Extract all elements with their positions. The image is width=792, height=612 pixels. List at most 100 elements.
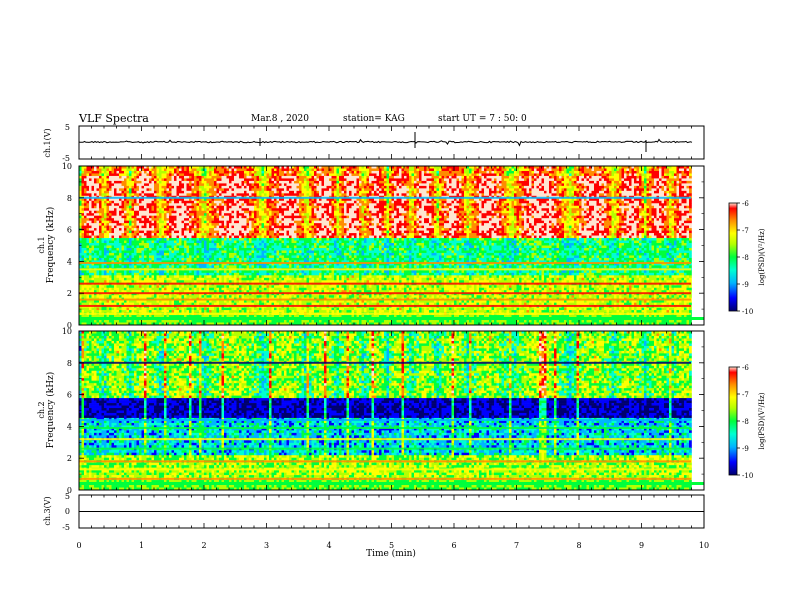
spectrogram-cell xyxy=(194,231,197,234)
spectrogram-cell xyxy=(222,201,225,204)
spectrogram-cell xyxy=(239,201,242,204)
spectrogram-cell xyxy=(224,216,227,219)
spectrogram-cell xyxy=(164,255,167,258)
spectrogram-cell xyxy=(112,278,115,281)
spectrogram-cell xyxy=(142,201,145,204)
spectrogram-cell xyxy=(87,275,90,278)
spectrogram-cell xyxy=(152,206,155,209)
spectrogram-cell xyxy=(224,241,227,244)
spectrogram-cell xyxy=(222,176,225,179)
spectrogram-cell xyxy=(112,188,115,191)
spectrogram-cell xyxy=(174,193,177,196)
spectrogram-cell xyxy=(139,178,142,181)
spectrogram-cell xyxy=(204,218,207,221)
spectrogram-cell xyxy=(234,310,237,313)
spectrogram-cell xyxy=(194,206,197,209)
spectrogram-cell xyxy=(259,193,262,196)
spectrogram-cell xyxy=(189,226,192,229)
spectrogram-cell xyxy=(242,265,245,268)
spectrogram-cell xyxy=(142,191,145,194)
spectrogram-cell xyxy=(224,183,227,186)
spectrogram-cell xyxy=(209,285,212,288)
spectrogram-cell xyxy=(234,218,237,221)
spectrogram-cell xyxy=(204,253,207,256)
spectrogram-cell xyxy=(129,211,132,214)
spectrogram-cell xyxy=(124,280,127,283)
spectrogram-cell xyxy=(267,176,270,179)
spectrogram-cell xyxy=(239,211,242,214)
spectrogram-cell xyxy=(247,193,250,196)
spectrogram-cell xyxy=(92,218,95,221)
spectrogram-cell xyxy=(264,246,267,249)
spectrogram-cell xyxy=(139,216,142,219)
spectrogram-cell xyxy=(254,208,257,211)
spectrogram-cell xyxy=(119,243,122,246)
spectrogram-cell xyxy=(127,223,130,226)
spectrogram-cell xyxy=(177,181,180,184)
spectrogram-cell xyxy=(89,241,92,244)
spectrogram-cell xyxy=(114,216,117,219)
spectrogram-cell xyxy=(99,285,102,288)
spectrogram-cell xyxy=(87,203,90,206)
spectrogram-cell xyxy=(237,208,240,211)
spectrogram-cell xyxy=(264,203,267,206)
spectrogram-cell xyxy=(252,186,255,189)
spectrogram-cell xyxy=(227,248,230,251)
spectrogram-cell xyxy=(132,186,135,189)
spectrogram-cell xyxy=(129,278,132,281)
spectrogram-cell xyxy=(254,203,257,206)
spectrogram-cell xyxy=(127,186,130,189)
spectrogram-cell xyxy=(117,208,120,211)
spectrogram-cell xyxy=(204,295,207,298)
spectrogram-cell xyxy=(137,258,140,261)
spectrogram-cell xyxy=(207,201,210,204)
spectrogram-cell xyxy=(142,176,145,179)
spectrogram-cell xyxy=(169,228,172,231)
spectrogram-cell xyxy=(217,238,220,241)
spectrogram-cell xyxy=(239,218,242,221)
spectrogram-cell xyxy=(267,193,270,196)
spectrogram-cell xyxy=(269,171,272,174)
spectrogram-cell xyxy=(102,191,105,194)
spectrogram-cell xyxy=(179,216,182,219)
spectrogram-cell xyxy=(92,246,95,249)
spectrogram-cell xyxy=(127,270,130,273)
spectrogram-cell xyxy=(222,171,225,174)
spectrogram-cell xyxy=(174,265,177,268)
spectrogram-cell xyxy=(154,270,157,273)
spectrogram-cell xyxy=(262,273,265,276)
spectrogram-cell xyxy=(129,223,132,226)
spectrogram-cell xyxy=(119,310,122,313)
spectrogram-cell xyxy=(257,273,260,276)
spectrogram-cell xyxy=(112,181,115,184)
spectrogram-cell xyxy=(139,218,142,221)
spectrogram-cell xyxy=(177,178,180,181)
spectrogram-cell xyxy=(239,208,242,211)
spectrogram-cell xyxy=(149,208,152,211)
spectrogram-cell xyxy=(94,181,97,184)
spectrogram-cell xyxy=(179,275,182,278)
spectrogram-cell xyxy=(114,285,117,288)
spectrogram-cell xyxy=(222,191,225,194)
spectrogram-cell xyxy=(132,218,135,221)
spectrogram-cell xyxy=(179,285,182,288)
spectrogram-cell xyxy=(94,243,97,246)
spectrogram-cell xyxy=(102,223,105,226)
spectrogram-cell xyxy=(249,178,252,181)
spectrogram-cell xyxy=(184,320,187,323)
spectrogram-cell xyxy=(177,176,180,179)
spectrogram-cell xyxy=(159,231,162,234)
spectrogram-cell xyxy=(122,183,125,186)
spectrogram-cell xyxy=(224,275,227,278)
spectrogram-cell xyxy=(192,241,195,244)
spectrogram-cell xyxy=(219,285,222,288)
spectrogram-cell xyxy=(249,211,252,214)
spectrogram-cell xyxy=(162,191,165,194)
spectrogram-cell xyxy=(254,250,257,253)
spectrogram-cell xyxy=(114,258,117,261)
spectrogram-cell xyxy=(162,310,165,313)
spectrogram-cell xyxy=(99,178,102,181)
spectrogram-cell xyxy=(194,201,197,204)
spectrogram-cell xyxy=(222,186,225,189)
spectrogram-cell xyxy=(182,243,185,246)
